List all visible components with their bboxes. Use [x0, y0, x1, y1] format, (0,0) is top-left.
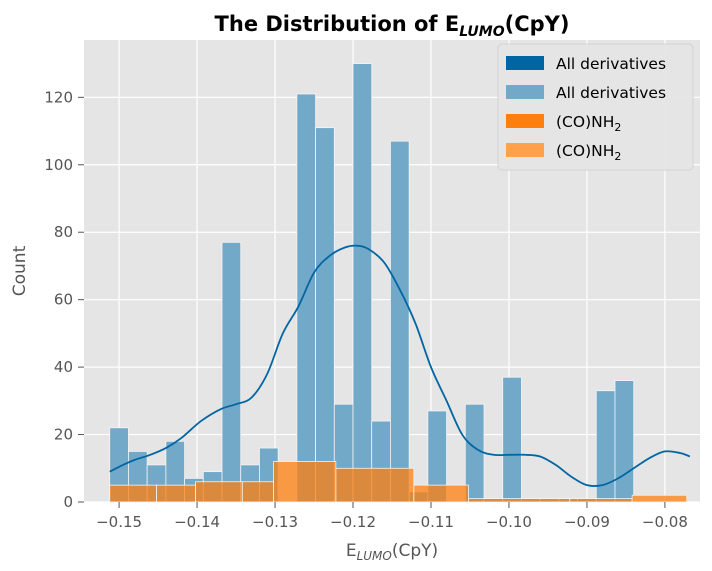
y-axis-ticks: 0 20 40 60 80 100 120: [44, 88, 84, 511]
conh2-bar: [413, 484, 469, 503]
conh2-bar: [156, 484, 196, 503]
conh2-bar: [195, 481, 243, 503]
all-derivatives-bar: [221, 241, 242, 503]
x-axis-label: ELUMO(CpY): [346, 541, 438, 563]
y-axis-label: Count: [10, 245, 30, 296]
conh2-bar: [468, 498, 571, 503]
all-derivatives-bar: [502, 376, 522, 503]
y-tick-label: 0: [63, 493, 73, 511]
legend-swatch: [506, 85, 544, 99]
y-tick-label: 40: [54, 358, 73, 376]
conh2-bar: [109, 484, 157, 503]
x-axis-ticks: −0.15 −0.14 −0.13 −0.12 −0.11 −0.10 −0.09 −0.08: [96, 502, 688, 531]
y-tick-label: 80: [54, 223, 73, 241]
all-derivatives-bar: [352, 63, 373, 503]
conh2-bar: [569, 498, 633, 503]
y-tick-label: 100: [44, 156, 73, 174]
all-derivatives-bar: [614, 380, 635, 503]
conh2-bars: [109, 461, 688, 503]
x-tick-label: −0.10: [486, 513, 532, 531]
conh2-bar: [631, 494, 688, 503]
legend-swatch: [506, 143, 544, 157]
y-tick-label: 60: [54, 291, 73, 309]
legend-label: (CO)NH2: [556, 113, 621, 134]
conh2-bar: [273, 461, 337, 503]
x-tick-label: −0.14: [174, 513, 220, 531]
all-derivatives-bar: [296, 93, 316, 503]
legend-swatch: [506, 56, 544, 70]
x-tick-label: −0.11: [408, 513, 454, 531]
all-derivatives-bar: [315, 127, 335, 503]
x-tick-label: −0.12: [330, 513, 376, 531]
legend: All derivatives All derivatives (CO)NH2 (CO…: [497, 43, 694, 171]
all-derivatives-bar: [390, 140, 410, 503]
x-tick-label: −0.15: [96, 513, 142, 531]
legend-swatch: [506, 114, 544, 128]
x-tick-label: −0.08: [642, 513, 688, 531]
conh2-bar: [241, 481, 274, 503]
x-tick-label: −0.09: [564, 513, 610, 531]
y-tick-label: 20: [54, 426, 73, 444]
legend-label: (CO)NH2: [556, 142, 621, 163]
legend-box: [497, 43, 694, 171]
conh2-bar: [335, 467, 415, 503]
x-tick-label: −0.13: [252, 513, 298, 531]
y-tick-label: 120: [44, 88, 73, 106]
legend-label: All derivatives: [556, 84, 666, 102]
all-derivatives-kde-line: [109, 244, 691, 487]
all-derivatives-bars: [109, 63, 635, 503]
legend-label: All derivatives: [556, 55, 666, 73]
chart-title: The Distribution of ELUMO(CpY): [215, 12, 570, 40]
